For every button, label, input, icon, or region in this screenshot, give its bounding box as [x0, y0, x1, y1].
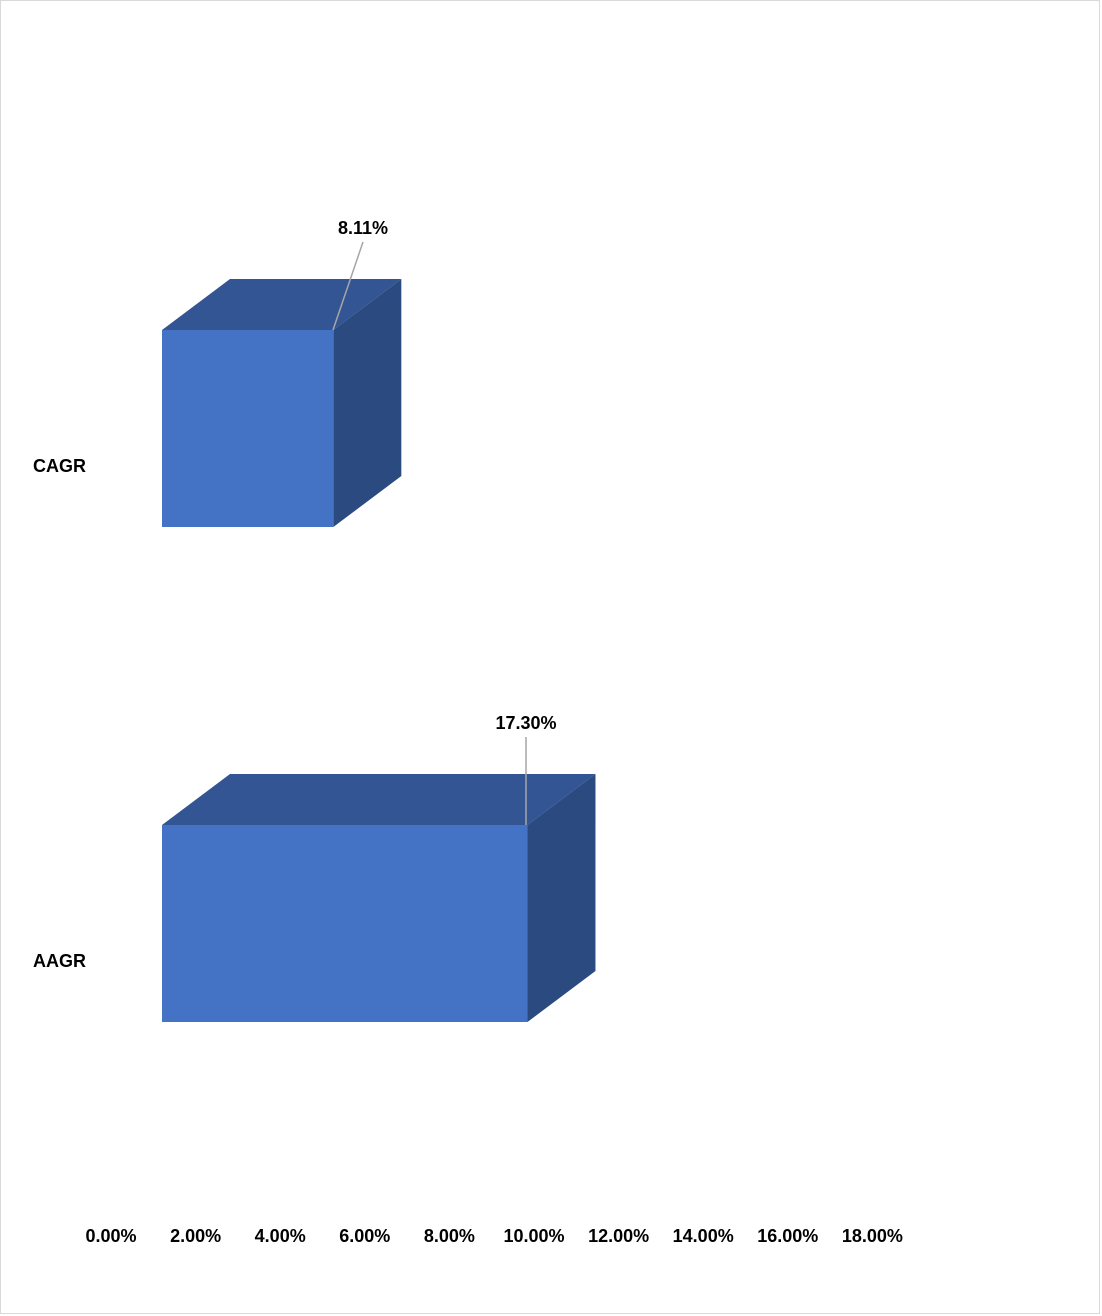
x-tick-label: 4.00% [255, 1226, 306, 1246]
x-tick-label: 2.00% [170, 1226, 221, 1246]
data-label-leader-line [332, 241, 364, 331]
x-tick-label: 12.00% [588, 1226, 649, 1246]
data-label: 17.30% [495, 713, 556, 733]
bar-front-face [162, 825, 528, 1022]
category-label: CAGR [33, 456, 86, 476]
bar-side-face [333, 279, 402, 527]
bar-aagr: 17.30% [162, 713, 596, 1022]
x-tick-label: 8.00% [424, 1226, 475, 1246]
data-label: 8.11% [338, 218, 388, 238]
x-tick-label: 16.00% [757, 1226, 818, 1246]
x-tick-label: 6.00% [339, 1226, 390, 1246]
bar-cagr: 8.11% [162, 218, 402, 527]
x-tick-label: 0.00% [85, 1226, 136, 1246]
bar-top-face [162, 279, 402, 330]
bar-side-face [527, 774, 596, 1022]
x-tick-label: 10.00% [503, 1226, 564, 1246]
x-axis-tick-labels: 0.00% 2.00% 4.00% 6.00% 8.00% 10.00% 12.00% 14.… [85, 1226, 902, 1246]
bar-front-face [162, 330, 334, 527]
category-label: AAGR [33, 951, 86, 971]
bar-top-face [162, 774, 596, 825]
x-tick-label: 14.00% [673, 1226, 734, 1246]
x-tick-label: 18.00% [842, 1226, 903, 1246]
